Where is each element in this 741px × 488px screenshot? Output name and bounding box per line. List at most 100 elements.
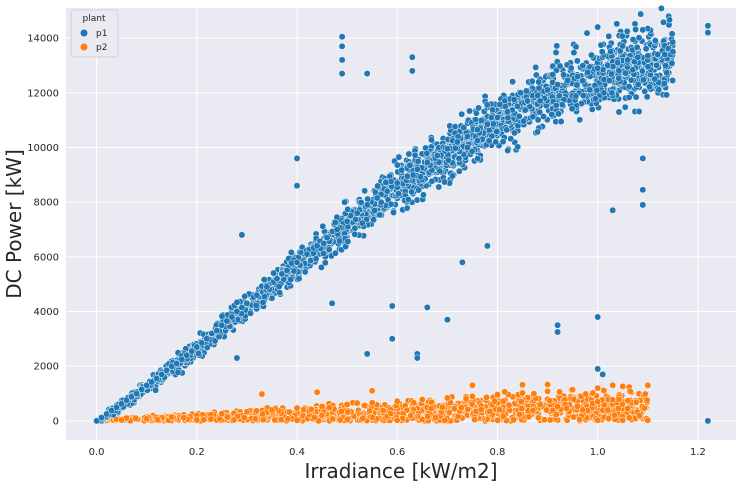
p1-point xyxy=(174,368,182,376)
p2-point xyxy=(546,397,554,405)
p1-point xyxy=(260,276,268,284)
p2-point xyxy=(271,416,279,424)
p2-point xyxy=(494,391,501,399)
p2-point xyxy=(625,414,633,422)
p1-point xyxy=(597,41,605,49)
p1-point xyxy=(413,354,421,362)
p1-point xyxy=(108,407,116,414)
p1-point xyxy=(643,93,651,101)
p2-point xyxy=(530,390,538,398)
p1-point xyxy=(600,89,608,97)
p1-point xyxy=(567,64,575,72)
p1-point xyxy=(524,97,531,105)
p1-point xyxy=(613,20,621,28)
p2-point xyxy=(644,381,652,389)
p1-point xyxy=(423,149,431,157)
p1-point xyxy=(646,83,653,91)
p1-point xyxy=(408,53,416,61)
p1-point xyxy=(599,370,607,378)
p1-point xyxy=(403,172,411,180)
p2-point xyxy=(310,413,318,421)
p2-point xyxy=(544,387,552,395)
p1-point xyxy=(492,138,500,146)
p1-point xyxy=(275,283,283,290)
p1-point xyxy=(632,93,640,101)
p2-point xyxy=(366,407,374,415)
p2-point xyxy=(624,397,632,405)
p1-point xyxy=(98,414,106,422)
x-tick-label: 1.2 xyxy=(690,447,706,458)
p1-point xyxy=(393,179,401,187)
p2-point xyxy=(143,415,151,423)
p2-point xyxy=(379,407,387,415)
p1-point xyxy=(276,289,284,297)
p1-point xyxy=(625,83,633,90)
p2-point xyxy=(368,413,376,421)
p1-point xyxy=(408,67,416,75)
p1-point xyxy=(627,76,635,84)
x-tick-label: 0.8 xyxy=(490,447,506,458)
p1-point xyxy=(666,16,673,24)
p1-point xyxy=(576,116,584,124)
p2-point xyxy=(552,411,560,418)
y-tick-label: 6000 xyxy=(34,252,59,263)
p1-point xyxy=(352,215,360,223)
p2-point xyxy=(293,404,301,412)
p1-point xyxy=(574,72,582,80)
p2-point xyxy=(534,414,542,422)
p2-point xyxy=(393,397,401,405)
p2-point xyxy=(579,406,587,414)
p1-point xyxy=(377,198,385,206)
p1-point xyxy=(351,224,359,232)
x-axis-title: Irradiance [kW/m2] xyxy=(305,459,498,483)
p2-point xyxy=(594,398,602,406)
p2-point xyxy=(519,389,526,397)
p1-point xyxy=(358,219,366,227)
p2-point xyxy=(468,400,476,408)
p2-point xyxy=(343,401,351,408)
p1-point xyxy=(642,45,650,53)
p1-point xyxy=(511,129,518,137)
x-tick-label: 0.4 xyxy=(289,447,305,458)
p1-point xyxy=(591,95,599,103)
p2-point xyxy=(624,405,632,412)
p1-point xyxy=(319,222,327,230)
p2-point xyxy=(368,387,376,395)
p2-point xyxy=(615,395,623,403)
p1-point xyxy=(388,302,396,310)
p1-point xyxy=(517,89,525,97)
p1-point xyxy=(644,52,652,60)
p2-point xyxy=(574,402,581,410)
legend-label-p1: p1 xyxy=(96,29,107,39)
p1-point xyxy=(522,87,530,95)
p1-point xyxy=(363,350,371,358)
p1-point xyxy=(669,48,677,56)
p2-point xyxy=(427,405,435,412)
p1-point xyxy=(632,26,640,33)
p1-point xyxy=(173,359,181,367)
p2-point xyxy=(496,406,504,414)
data-points xyxy=(93,4,712,425)
p1-point xyxy=(405,150,413,158)
p2-point xyxy=(277,416,285,424)
p2-point xyxy=(258,390,266,398)
p1-point xyxy=(624,56,632,64)
y-tick-label: 8000 xyxy=(34,198,59,209)
p1-point xyxy=(662,62,670,70)
p1-point xyxy=(634,53,642,61)
p2-point xyxy=(325,404,333,412)
p1-point xyxy=(593,86,601,94)
p1-point xyxy=(455,167,463,175)
p1-point xyxy=(528,77,536,85)
x-tick-label: 0.0 xyxy=(89,447,105,458)
p1-point xyxy=(361,187,369,195)
x-tick-label: 0.2 xyxy=(189,447,205,458)
p1-point xyxy=(113,403,121,411)
p2-point xyxy=(618,400,626,408)
p1-point xyxy=(704,417,712,425)
p1-point xyxy=(494,113,501,121)
p1-point xyxy=(383,187,391,195)
p1-point xyxy=(560,71,568,79)
p1-point xyxy=(138,385,146,393)
